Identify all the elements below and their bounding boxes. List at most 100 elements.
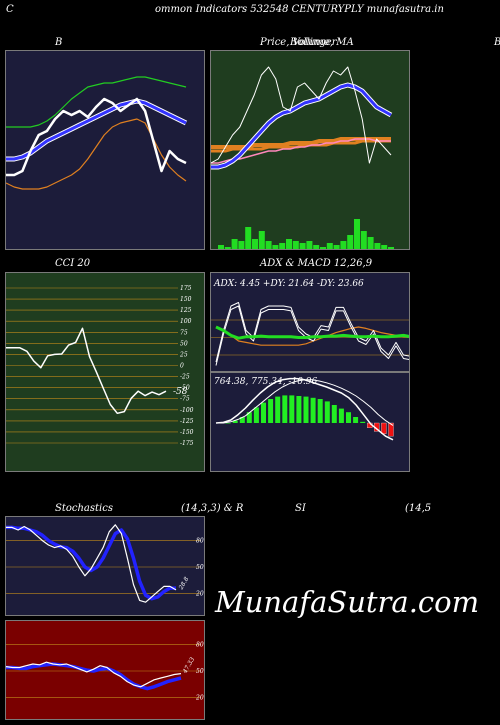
bollinger-panel [5,50,205,250]
rsi-panel: 80 50 20 47.33 [5,620,205,720]
cci-tick-label: -150 [180,429,194,436]
cci-tick-label: 125 [180,307,192,314]
title-stoch-right: (14,3,3) & R [181,503,244,514]
bb-middle-line [6,99,187,161]
watermark: MunafaSutra.com [215,585,480,619]
stoch-k-line [6,524,177,603]
macd-histogram-bar [317,399,323,423]
volume-bar [231,239,238,249]
macd-panel: 764.38, 775.34, -10.96 [210,372,410,472]
cci-tick-label: -50 [180,385,190,392]
volume-bar [218,245,224,249]
bb-lower-line [6,118,187,190]
title-rsi-right: (14,5 [405,503,432,514]
stoch-d-line [6,525,176,601]
volume-bar [381,245,388,249]
cci-tick-label: 100 [180,318,192,325]
cci-tick-label: 175 [180,285,192,292]
macd-histogram-bar [353,417,359,423]
rsi-tick-label: 80 [196,642,204,649]
macd-chart: 764.38, 775.34, -10.96 [214,377,394,441]
title-rsi-left: SI [295,503,306,514]
stochastics-chart: 80 50 20 28.8 [6,524,204,603]
macd-signal-line [216,379,394,426]
macd-histogram-bar [232,420,238,423]
macd-histogram-bar [360,421,366,423]
stoch-tick-label: 50 [196,564,204,571]
macd-histogram-bar [324,401,330,423]
macd-histogram-bar [296,396,302,423]
bb-close-line [6,97,187,177]
cci-tick-label: -100 [180,407,194,414]
stochastics-panel: 80 50 20 28.8 [5,516,205,616]
volume-bar [388,247,394,249]
bb-upper-line [6,76,187,128]
price-ma5-line [211,83,392,169]
header-left: C [6,4,14,15]
macd-histogram-bar [289,395,295,423]
title-price-overlap: Bollinger [290,37,337,48]
volume-bar [279,243,286,249]
macd-histogram-bar [246,412,252,423]
rsi-tick-label: 50 [196,668,204,675]
adx-subtitle: ADX: 4.45 +DY: 21.64 -DY: 23.66 [213,279,364,289]
cci-tick-label: -175 [180,440,194,447]
volume-bar [258,231,265,249]
cci-tick-label: 75 [180,329,188,336]
macd-histogram-bar [388,422,394,437]
title-stoch-left: Stochastics [55,503,113,514]
cci-panel: 175 150 125 100 75 50 25 0 -25 -50 -75 -100 -125 -150… [5,272,205,472]
stoch-tick-label: 20 [195,590,204,597]
macd-subtitle: 764.38, 775.34, -10.96 [214,377,318,387]
volume-bar [245,227,252,249]
price-ma_long2-line [211,139,391,153]
macd-histogram-bar [331,405,337,423]
volume-bar [299,243,306,249]
volume-bar [265,241,272,249]
volume-bar [272,245,279,249]
macd-histogram-bar [310,397,316,423]
cci-tick-label: 25 [179,351,188,358]
volume-bar [354,219,360,249]
cci-line [6,327,167,415]
price-ma-chart [211,66,394,249]
header-title: ommon Indicators 532548 CENTURYPLY munaf… [155,4,444,15]
volume-bar [286,239,292,249]
title-cci: CCI 20 [55,258,91,269]
adx-chart: ADX: 4.45 +DY: 21.64 -DY: 23.66 [211,279,409,366]
adx-line [215,325,409,340]
volume-bar [340,241,347,249]
cci-tick-label: 0 [180,363,184,370]
macd-histogram-bar [346,412,351,423]
bollinger-chart [6,76,188,190]
volume-bar [252,239,258,249]
macd-histogram-bar [282,395,288,423]
macd-histogram-bar [275,396,281,423]
cci-chart: 175 150 125 100 75 50 25 0 -25 -50 -75 -100 -125 -150… [6,285,194,447]
macd-histogram-bar [239,417,245,423]
volume-bar [224,247,231,249]
macd-histogram-bar [253,407,259,423]
volume-bar [238,241,245,249]
cci-value-label: -58 [173,387,188,397]
macd-histogram-bar [303,396,309,423]
volume-bar [374,243,381,249]
cci-tick-label: 150 [180,296,192,303]
macd-histogram-bar [338,408,344,423]
title-price-ma: Price, Volume, MA [260,37,354,48]
macd-histogram-bar [381,422,387,434]
title-right-edge: B [494,37,500,48]
rsi-mrsi-line [6,662,182,691]
cci-tick-label: -75 [180,396,190,403]
volume-bar [367,237,374,249]
rsi-chart: 80 50 20 47.33 [6,642,204,701]
volume-bar [320,247,326,249]
macd-histogram-bar [225,423,231,424]
volume-bar [306,241,313,249]
price-ma-panel [210,50,410,250]
rsi-line [6,661,182,688]
macd-histogram-bar [261,402,266,423]
price-close-line [211,66,392,164]
volume-bar [333,245,340,249]
rsi-tick-label: 20 [195,694,204,701]
